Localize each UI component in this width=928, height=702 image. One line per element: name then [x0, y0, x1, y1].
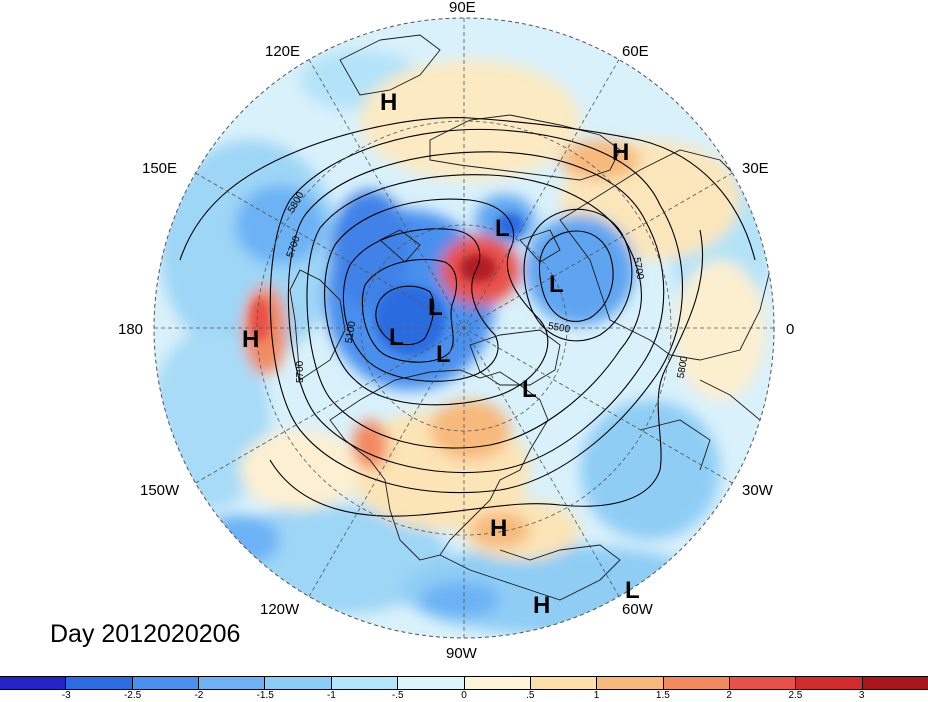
lon-label-30e: 30E [742, 160, 769, 177]
low-center: L [549, 271, 564, 298]
high-center: H [612, 139, 629, 166]
lon-label-90w: 90W [446, 645, 478, 662]
low-center: L [625, 577, 640, 604]
colorbar-tick-label: 1.5 [655, 690, 670, 701]
map-boundary [153, 17, 775, 639]
lon-label-180: 180 [118, 321, 143, 338]
colorbar-tick-label: 2 [726, 690, 732, 701]
colorbar-swatch [331, 677, 399, 689]
contour-label: 5700 [631, 257, 646, 281]
high-center: H [380, 89, 397, 116]
hemisphere-map: 5800 5700 5100 5700 5700 5500 5800 H H H… [118, 0, 794, 662]
longitude-labels: 90E 60E 30E 0 30W 60W 90W 120W 150W 180 … [118, 0, 794, 662]
colorbar-swatch [862, 677, 928, 689]
pressure-centers: H H H H H L L L L L L L [242, 89, 640, 619]
colorbar-tick-label: -1 [326, 690, 336, 701]
colorbar-tick-label: -2 [194, 690, 204, 701]
high-center: H [490, 515, 507, 542]
colorbar-swatch [530, 677, 598, 689]
lon-label-60e: 60E [622, 43, 649, 60]
contour-labels: 5800 5700 5100 5700 5700 5500 5800 [285, 190, 691, 383]
colorbar-swatch [663, 677, 730, 689]
colorbar-swatch [66, 677, 133, 689]
colorbar-swatch [729, 677, 797, 689]
colorbar [0, 676, 928, 690]
contour-label: 5700 [295, 360, 306, 383]
high-center: H [533, 592, 550, 619]
low-center: L [495, 215, 510, 242]
contour-label: 5500 [547, 321, 571, 336]
colorbar-tick-label: -.5 [391, 690, 404, 701]
lon-label-0: 0 [786, 321, 794, 338]
low-center: L [428, 294, 443, 321]
colorbar-swatch [199, 677, 266, 689]
colorbar-tick-label: -1.5 [256, 690, 274, 701]
colorbar-swatch [398, 677, 465, 689]
colorbar-labels: -3 -2.5 -2 -1.5 -1 -.5 0 .5 1 1.5 2 2.5 3 [0, 690, 928, 702]
colorbar-swatch [132, 677, 200, 689]
land-outlines [289, 34, 771, 601]
colorbar-tick-label: -2.5 [123, 690, 142, 701]
low-center: L [522, 376, 537, 403]
lon-label-120w: 120W [260, 601, 300, 618]
lon-label-90e: 90E [449, 0, 476, 16]
colorbar-swatch [597, 677, 664, 689]
contour-label: 5100 [344, 320, 359, 344]
colorbar-swatch [464, 677, 531, 689]
colorbar-tick-label: .5 [526, 690, 535, 701]
colorbar-tick-label: 3 [858, 690, 865, 701]
colorbar-tick-label: 1 [593, 690, 600, 701]
colorbar-swatch [265, 677, 332, 689]
lon-label-120e: 120E [265, 43, 300, 60]
lon-label-150w: 150W [140, 482, 180, 499]
colorbar-swatch [796, 677, 863, 689]
colorbar-tick-label: 0 [461, 690, 467, 701]
colorbar-swatch [0, 677, 67, 689]
colorbar-tick-label: -3 [61, 690, 71, 701]
date-label: Day 2012020206 [50, 620, 241, 648]
height-contours [179, 117, 756, 517]
low-center: L [389, 324, 404, 351]
graticule [154, 18, 774, 638]
colorbar-tick-label: 2.5 [788, 690, 803, 701]
contour-label: 5800 [676, 355, 691, 379]
low-center: L [436, 341, 451, 368]
lon-label-60w: 60W [622, 601, 654, 618]
high-center: H [242, 326, 259, 353]
lon-label-150e: 150E [142, 160, 177, 177]
lon-label-30w: 30W [742, 482, 774, 499]
